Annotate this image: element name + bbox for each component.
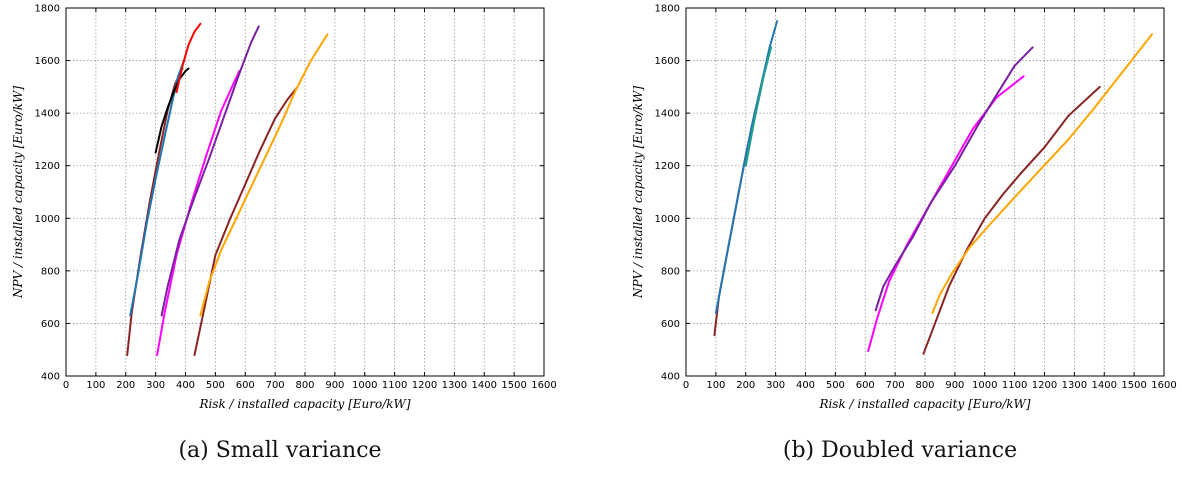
y-tick-label: 1000 xyxy=(35,214,60,225)
x-tick-label: 1100 xyxy=(382,380,407,391)
chart-panel-a: 0 100 200 300 400 500 600 700 800 900 1000 1100 1200… xyxy=(0,0,560,477)
x-tick-label: 800 xyxy=(915,380,934,391)
x-tick-label: 300 xyxy=(766,380,785,391)
series-line-5 xyxy=(156,70,241,356)
y-tick-label: 1200 xyxy=(35,161,60,172)
x-tick-label: 1100 xyxy=(1002,380,1027,391)
chart-b-svg: 0 100 200 300 400 500 600 700 800 900 1000 1100 1200… xyxy=(631,4,1177,412)
x-tick-label: 1200 xyxy=(412,380,437,391)
y-axis-label: NPV / installed capacity [Euro/kW] xyxy=(11,86,25,299)
x-tick-label: 700 xyxy=(886,380,905,391)
x-tick-label: 1000 xyxy=(972,380,997,391)
x-tick-label: 1200 xyxy=(1032,380,1057,391)
x-tick-label: 1400 xyxy=(1092,380,1117,391)
y-tick-label: 600 xyxy=(41,319,60,330)
x-tick-label: 0 xyxy=(683,380,689,391)
x-tick-label: 1000 xyxy=(352,380,377,391)
x-tick-label: 100 xyxy=(86,380,105,391)
y-tick-label: 1400 xyxy=(655,109,680,120)
series-line-3 xyxy=(744,46,773,167)
series-line-2 xyxy=(714,20,779,314)
series-line-4 xyxy=(175,22,202,94)
x-tick-label: 400 xyxy=(176,380,195,391)
y-tick-label: 400 xyxy=(661,372,680,383)
y-tick-label: 400 xyxy=(41,372,60,383)
x-tick-label: 0 xyxy=(63,380,69,391)
x-axis-label: Risk / installed capacity [Euro/kW] xyxy=(818,397,1030,411)
x-tick-label: 900 xyxy=(945,380,964,391)
x-tick-label: 500 xyxy=(206,380,225,391)
x-tick-label: 500 xyxy=(826,380,845,391)
series-line-6 xyxy=(922,85,1101,355)
x-tick-label: 600 xyxy=(236,380,255,391)
y-tick-label: 600 xyxy=(661,319,680,330)
y-tick-label: 1600 xyxy=(655,56,680,67)
series-line-2 xyxy=(129,59,185,317)
y-tick-label: 1200 xyxy=(655,161,680,172)
y-tick-label: 1800 xyxy=(35,4,60,15)
chart-b-caption: (b) Doubled variance xyxy=(782,438,1018,463)
x-tick-label: 1500 xyxy=(1121,380,1146,391)
series-line-3 xyxy=(154,67,190,154)
chart-a-svg: 0 100 200 300 400 500 600 700 800 900 1000 1100 1200… xyxy=(11,4,557,412)
y-tick-label: 1000 xyxy=(655,214,680,225)
series-line-7 xyxy=(193,85,299,356)
series-line-7 xyxy=(931,33,1153,314)
y-tick-label: 1800 xyxy=(655,4,680,15)
x-tick-label: 200 xyxy=(736,380,755,391)
x-tick-label: 900 xyxy=(325,380,344,391)
x-tick-label: 200 xyxy=(116,380,135,391)
series-line-5 xyxy=(874,46,1034,312)
x-tick-label: 800 xyxy=(295,380,314,391)
x-tick-label: 1400 xyxy=(472,380,497,391)
x-tick-label: 600 xyxy=(856,380,875,391)
x-tick-label: 300 xyxy=(146,380,165,391)
x-tick-label: 1600 xyxy=(1151,380,1176,391)
x-tick-label: 700 xyxy=(266,380,285,391)
x-tick-label: 400 xyxy=(796,380,815,391)
x-tick-label: 1300 xyxy=(1062,380,1087,391)
y-axis-label: NPV / installed capacity [Euro/kW] xyxy=(631,86,645,299)
series-line-6 xyxy=(160,25,260,317)
chart-panel-b: 0 100 200 300 400 500 600 700 800 900 1000 1100 1200… xyxy=(620,0,1180,477)
y-tick-label: 1600 xyxy=(35,56,60,67)
x-axis-label: Risk / installed capacity [Euro/kW] xyxy=(198,397,410,411)
x-tick-label: 1500 xyxy=(501,380,526,391)
chart-a-caption: (a) Small variance xyxy=(178,438,382,463)
y-tick-label: 800 xyxy=(41,266,60,277)
y-tick-label: 800 xyxy=(661,266,680,277)
x-tick-label: 1300 xyxy=(442,380,467,391)
series-line-1 xyxy=(126,67,184,356)
series-line-8 xyxy=(199,33,329,317)
x-tick-label: 1600 xyxy=(531,380,556,391)
x-tick-label: 100 xyxy=(706,380,725,391)
y-tick-label: 1400 xyxy=(35,109,60,120)
